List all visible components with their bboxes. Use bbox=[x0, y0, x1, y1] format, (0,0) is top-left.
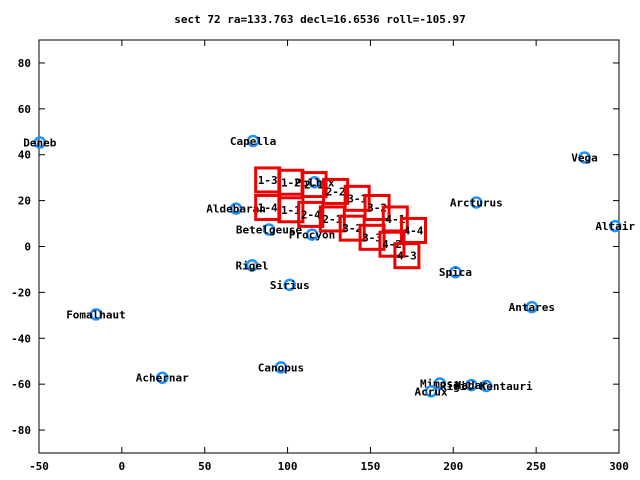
star-label: Fomalhaut bbox=[66, 308, 126, 321]
chart-title: sect 72 ra=133.763 decl=16.6536 roll=-10… bbox=[174, 13, 465, 26]
star-marker bbox=[246, 134, 260, 148]
y-tick-label: -40 bbox=[11, 332, 31, 345]
field-label: 4-2 bbox=[382, 238, 402, 251]
star-marker bbox=[449, 265, 462, 279]
x-tick-label: 300 bbox=[609, 460, 629, 473]
star-label: Altair bbox=[595, 220, 635, 233]
field-label: 2-1 bbox=[304, 179, 324, 192]
star-label: Aldebaran bbox=[206, 203, 266, 216]
star-marker bbox=[262, 223, 276, 236]
star-label: Spica bbox=[439, 266, 472, 279]
x-tick-label: 150 bbox=[360, 460, 380, 473]
x-tick-label: 250 bbox=[526, 460, 546, 473]
star-label: Deneb bbox=[23, 137, 56, 150]
field-label: 4-3 bbox=[397, 250, 417, 263]
field-rect bbox=[358, 223, 386, 251]
star-marker bbox=[525, 300, 539, 314]
field-rect bbox=[322, 177, 350, 205]
star-marker bbox=[470, 196, 483, 209]
field-label: 4-4 bbox=[404, 224, 424, 237]
field-label: 3-3 bbox=[362, 231, 382, 244]
field-rect bbox=[343, 184, 371, 212]
star-marker bbox=[578, 151, 591, 164]
field-label: 1-4 bbox=[258, 201, 278, 214]
x-tick-label: 50 bbox=[198, 460, 211, 473]
y-tick-label: -60 bbox=[11, 378, 31, 391]
star-marker bbox=[305, 228, 319, 241]
field-rectangles: 1-3 1-2 2-12-23-13-24-14-41-4 1-1 2-4 2-13-23… bbox=[254, 166, 428, 270]
star-marker bbox=[245, 259, 259, 272]
star-label: Rigel bbox=[236, 259, 269, 272]
star-label: Rigil Kentauri bbox=[440, 380, 533, 393]
star-label: Achernar bbox=[136, 372, 189, 385]
star-label: Betelgeuse bbox=[236, 224, 303, 237]
star-marker bbox=[433, 377, 447, 390]
star-marker bbox=[308, 176, 321, 189]
field-label: 3-2 bbox=[342, 222, 362, 235]
star-label: Arcturus bbox=[450, 196, 503, 209]
x-tick-label: 100 bbox=[278, 460, 298, 473]
field-rect bbox=[338, 214, 366, 242]
field-label: 1-3 bbox=[258, 174, 278, 187]
star-label: Canopus bbox=[258, 361, 304, 374]
y-tick-label: 0 bbox=[24, 241, 31, 254]
field-label: 2-2 bbox=[326, 185, 346, 198]
star-marker bbox=[33, 136, 47, 149]
star-label: Acrux bbox=[415, 385, 448, 398]
star-label: Antares bbox=[509, 301, 555, 314]
star-label: Vega bbox=[571, 151, 598, 164]
x-tick-label: 200 bbox=[443, 460, 463, 473]
field-label: 2-1 bbox=[322, 213, 342, 226]
star-label: Sirius bbox=[270, 279, 310, 292]
field-label: 2-4 bbox=[301, 208, 321, 221]
star-markers: Deneb CapellaVegaPolluxArcturusAldebaranA… bbox=[23, 134, 635, 398]
star-label: Capella bbox=[230, 135, 276, 148]
field-rect bbox=[277, 196, 305, 224]
star-marker bbox=[608, 219, 622, 233]
star-marker bbox=[283, 278, 296, 292]
star-marker bbox=[465, 378, 478, 392]
field-label: 1-2 bbox=[281, 176, 301, 189]
axis-ticks: -50 0 50 100 150 200 250 300 -80 -60 -40 -20 0 20 40 60… bbox=[11, 40, 629, 473]
y-tick-label: 60 bbox=[18, 103, 31, 116]
star-marker bbox=[480, 379, 493, 393]
field-rect bbox=[300, 171, 328, 199]
field-rect bbox=[318, 205, 346, 233]
y-tick-label: 20 bbox=[18, 195, 31, 208]
field-rect bbox=[393, 242, 421, 270]
star-marker bbox=[156, 371, 169, 384]
y-tick-label: -20 bbox=[11, 286, 31, 299]
field-label: 3-1 bbox=[347, 192, 367, 205]
star-marker bbox=[89, 308, 103, 321]
star-marker bbox=[229, 202, 243, 215]
star-label: Hadar bbox=[455, 379, 488, 392]
y-tick-label: 40 bbox=[18, 149, 31, 162]
star-marker bbox=[424, 385, 438, 398]
y-tick-label: -80 bbox=[11, 424, 31, 437]
y-tick-label: 80 bbox=[18, 57, 31, 70]
field-label: 1-1 bbox=[281, 204, 301, 217]
x-tick-label: 0 bbox=[119, 460, 126, 473]
x-tick-label: -50 bbox=[29, 460, 49, 473]
star-marker bbox=[274, 361, 288, 374]
field-rect bbox=[297, 200, 325, 228]
